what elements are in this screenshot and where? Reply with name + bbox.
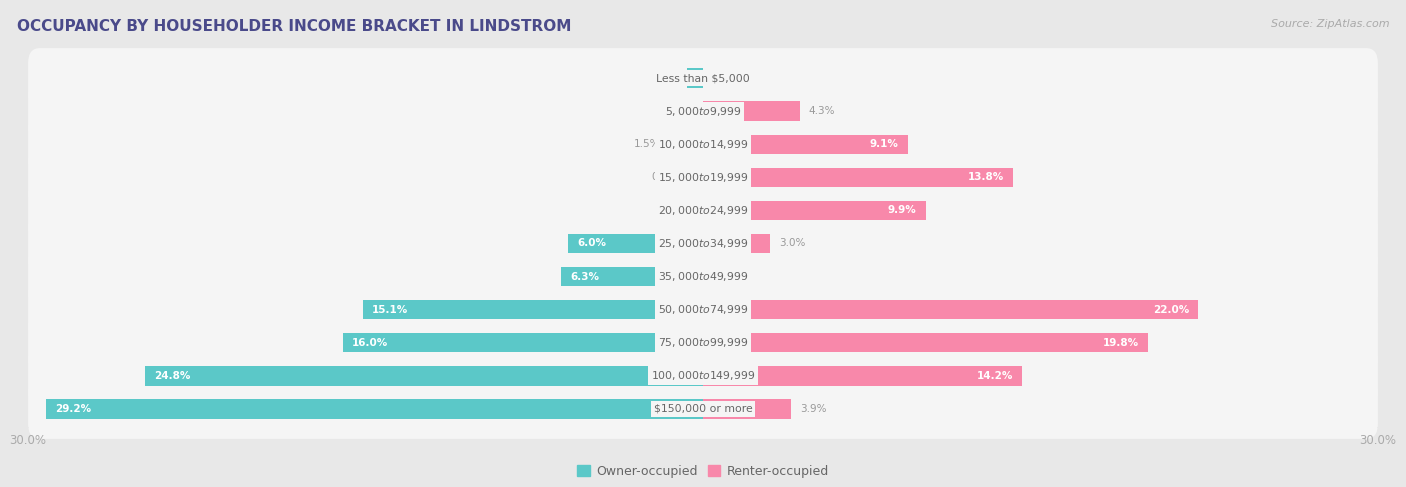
Text: 3.9%: 3.9% — [800, 404, 827, 414]
Text: 22.0%: 22.0% — [1153, 304, 1189, 315]
FancyBboxPatch shape — [28, 378, 1378, 439]
FancyBboxPatch shape — [28, 114, 1378, 174]
Text: 24.8%: 24.8% — [155, 371, 190, 381]
FancyBboxPatch shape — [28, 48, 1378, 109]
Text: Less than $5,000: Less than $5,000 — [657, 73, 749, 83]
Text: 1.5%: 1.5% — [634, 139, 661, 150]
Text: $35,000 to $49,999: $35,000 to $49,999 — [658, 270, 748, 283]
Bar — [703, 399, 790, 419]
Text: 14.2%: 14.2% — [977, 371, 1014, 381]
Bar — [703, 366, 1022, 386]
FancyBboxPatch shape — [28, 180, 1378, 241]
Text: 16.0%: 16.0% — [352, 337, 388, 348]
Text: 9.1%: 9.1% — [870, 139, 898, 150]
Text: Source: ZipAtlas.com: Source: ZipAtlas.com — [1271, 19, 1389, 30]
Text: 0.0%: 0.0% — [668, 206, 695, 215]
Text: 15.1%: 15.1% — [373, 304, 409, 315]
Text: $50,000 to $74,999: $50,000 to $74,999 — [658, 303, 748, 316]
Bar — [703, 168, 1014, 187]
Legend: Owner-occupied, Renter-occupied: Owner-occupied, Renter-occupied — [578, 465, 828, 478]
Bar — [703, 300, 1198, 319]
Bar — [703, 101, 800, 121]
Text: 0.0%: 0.0% — [711, 73, 738, 83]
Bar — [693, 168, 703, 187]
Text: $150,000 or more: $150,000 or more — [654, 404, 752, 414]
Text: 6.0%: 6.0% — [576, 239, 606, 248]
Text: 0.0%: 0.0% — [668, 106, 695, 116]
Bar — [46, 399, 703, 419]
Bar — [703, 333, 1149, 353]
Text: $15,000 to $19,999: $15,000 to $19,999 — [658, 171, 748, 184]
Text: 4.3%: 4.3% — [808, 106, 835, 116]
FancyBboxPatch shape — [28, 213, 1378, 274]
Text: 19.8%: 19.8% — [1104, 337, 1139, 348]
Text: 3.0%: 3.0% — [779, 239, 806, 248]
Text: $20,000 to $24,999: $20,000 to $24,999 — [658, 204, 748, 217]
Bar — [703, 201, 925, 220]
Text: 0.0%: 0.0% — [711, 272, 738, 281]
Bar — [561, 267, 703, 286]
Bar — [688, 68, 703, 88]
Text: 13.8%: 13.8% — [969, 172, 1004, 183]
Text: $10,000 to $14,999: $10,000 to $14,999 — [658, 138, 748, 151]
Text: 0.44%: 0.44% — [651, 172, 685, 183]
Text: 6.3%: 6.3% — [571, 272, 599, 281]
Bar — [568, 234, 703, 253]
FancyBboxPatch shape — [28, 280, 1378, 340]
Bar — [703, 134, 908, 154]
Text: $100,000 to $149,999: $100,000 to $149,999 — [651, 369, 755, 382]
Text: 9.9%: 9.9% — [889, 206, 917, 215]
Bar — [363, 300, 703, 319]
FancyBboxPatch shape — [28, 147, 1378, 207]
Bar — [343, 333, 703, 353]
Text: $5,000 to $9,999: $5,000 to $9,999 — [665, 105, 741, 118]
FancyBboxPatch shape — [28, 313, 1378, 373]
Text: $75,000 to $99,999: $75,000 to $99,999 — [658, 336, 748, 349]
Bar — [145, 366, 703, 386]
Text: 0.7%: 0.7% — [652, 73, 678, 83]
FancyBboxPatch shape — [28, 346, 1378, 406]
Text: $25,000 to $34,999: $25,000 to $34,999 — [658, 237, 748, 250]
FancyBboxPatch shape — [28, 81, 1378, 141]
Bar — [703, 234, 770, 253]
Text: OCCUPANCY BY HOUSEHOLDER INCOME BRACKET IN LINDSTROM: OCCUPANCY BY HOUSEHOLDER INCOME BRACKET … — [17, 19, 571, 35]
Bar — [669, 134, 703, 154]
Text: 29.2%: 29.2% — [55, 404, 91, 414]
FancyBboxPatch shape — [28, 246, 1378, 307]
